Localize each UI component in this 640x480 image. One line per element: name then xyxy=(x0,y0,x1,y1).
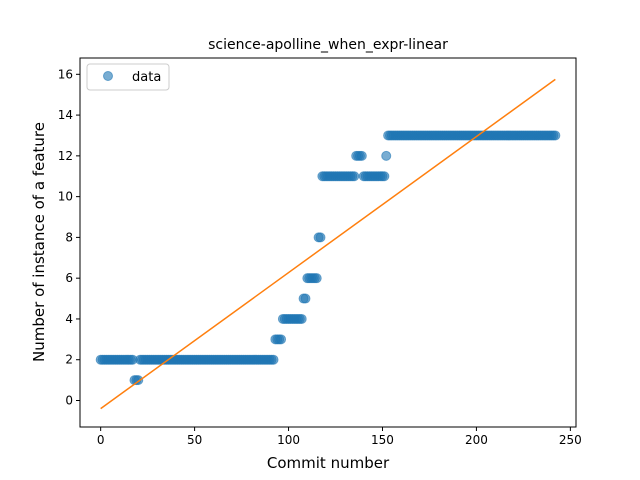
y-tick-label: 16 xyxy=(58,67,73,81)
legend-label: data xyxy=(132,70,161,85)
plot-frame xyxy=(79,57,577,428)
legend: data xyxy=(86,63,170,91)
y-tick-label: 4 xyxy=(65,312,73,326)
x-axis-ticks: 0 50 100 150 200 250 xyxy=(97,427,582,447)
x-axis-label: Commit number xyxy=(267,454,390,472)
fit-line xyxy=(100,78,556,410)
data-point xyxy=(315,232,326,243)
legend-box xyxy=(86,63,170,91)
y-tick-label: 8 xyxy=(65,230,73,244)
data-point xyxy=(268,354,279,365)
data-point xyxy=(550,130,561,141)
y-tick-label: 10 xyxy=(58,190,73,204)
y-tick-label: 0 xyxy=(65,393,73,407)
data-point xyxy=(381,150,392,161)
x-tick-label: 50 xyxy=(187,433,202,447)
data-point xyxy=(379,171,390,182)
y-axis-label: Number of instance of a feature xyxy=(30,122,48,362)
x-tick-label: 200 xyxy=(465,433,488,447)
y-tick-label: 6 xyxy=(65,271,73,285)
data-point xyxy=(276,334,287,345)
x-tick-label: 0 xyxy=(97,433,105,447)
plot-marks xyxy=(95,78,561,410)
data-point xyxy=(356,150,367,161)
data-point xyxy=(349,171,360,182)
x-tick-label: 250 xyxy=(559,433,582,447)
legend-marker xyxy=(103,71,113,81)
data-point xyxy=(311,273,322,284)
y-axis-ticks: 0 2 4 6 8 10 12 14 16 xyxy=(58,67,80,407)
x-tick-label: 100 xyxy=(277,433,300,447)
chart-title: science-apolline_when_expr-linear xyxy=(208,37,448,53)
x-tick-label: 150 xyxy=(371,433,394,447)
data-point xyxy=(300,293,311,304)
y-tick-label: 2 xyxy=(65,353,73,367)
y-tick-label: 12 xyxy=(58,149,73,163)
data-point xyxy=(296,313,307,324)
y-tick-label: 14 xyxy=(58,108,73,122)
